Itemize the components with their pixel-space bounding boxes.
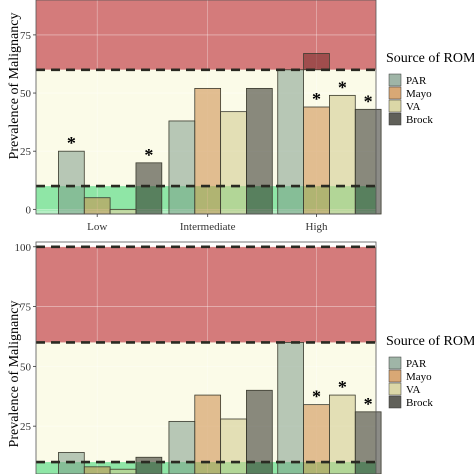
- bar-brock-high: [354, 108, 382, 215]
- legend-label-mayo: Mayo: [406, 371, 432, 383]
- high-risk-zone: [36, 246, 376, 343]
- bar-mayo-low: [83, 197, 111, 215]
- y-tick-label: 50: [20, 88, 32, 100]
- bar-par-high: [277, 69, 304, 215]
- significance-star: *: [144, 145, 153, 165]
- legend-swatch-brock: [388, 395, 402, 409]
- bar-brock-intermediate: [246, 389, 273, 474]
- legend-label-va: VA: [406, 101, 421, 113]
- bar-mayo-high: [303, 404, 330, 474]
- legend-label-brock: Brock: [406, 397, 433, 409]
- bar-brock-low: [135, 456, 163, 474]
- legend-label-mayo: Mayo: [406, 88, 432, 100]
- legend-swatch-mayo: [388, 86, 402, 100]
- bar-va-intermediate: [220, 111, 247, 215]
- bar-va-low: [109, 468, 137, 474]
- legend-swatch-va: [388, 382, 402, 396]
- x-tick-label: High: [306, 221, 329, 233]
- legend-swatch-par: [388, 356, 402, 370]
- bottom-y-axis-title: Prevalence of Malignancy: [7, 301, 22, 448]
- significance-star: *: [364, 91, 373, 111]
- significance-star: *: [338, 77, 347, 97]
- y-tick-label: 75: [20, 30, 32, 42]
- bottom-panel: * * * 25 50 75 100 Prevalence of Malignancy: [7, 241, 382, 474]
- legend-swatch-brock: [388, 112, 402, 126]
- legend-label-brock: Brock: [406, 114, 433, 126]
- bar-par-intermediate: [168, 120, 196, 215]
- significance-star: *: [312, 387, 321, 407]
- legend-label-par: PAR: [406, 75, 427, 87]
- bar-overlay-high: [303, 53, 330, 71]
- legend-swatch-mayo: [388, 369, 402, 383]
- bar-brock-intermediate: [246, 87, 273, 215]
- y-tick-label: 100: [15, 242, 32, 254]
- top-panel: * * * * * 0 25 50 75 Low Intermediate High Preval…: [7, 0, 382, 233]
- bar-brock-high: [354, 411, 382, 474]
- y-tick-label: 50: [20, 361, 32, 373]
- top-y-axis-title: Prevalence of Malignancy: [7, 13, 22, 160]
- bar-mayo-low: [83, 466, 111, 474]
- bar-mayo-intermediate: [194, 87, 222, 215]
- y-tick-label: 0: [26, 204, 32, 216]
- x-tick-label: Low: [87, 221, 107, 233]
- bar-va-low: [109, 208, 137, 215]
- legend-label-va: VA: [406, 384, 421, 396]
- legend-swatch-va: [388, 99, 402, 113]
- top-panel-frame: [35, 0, 377, 215]
- legend-label-par: PAR: [406, 358, 427, 370]
- y-tick-label: 25: [20, 421, 32, 433]
- bar-va-intermediate: [220, 418, 247, 474]
- bar-par-intermediate: [168, 420, 196, 474]
- significance-star: *: [338, 377, 347, 397]
- significance-star: *: [67, 133, 76, 153]
- top-legend-title: Source of ROM: [386, 51, 474, 66]
- bar-brock-low: [135, 162, 163, 215]
- significance-star: *: [364, 394, 373, 414]
- y-tick-label: 75: [20, 302, 32, 314]
- significance-star: *: [312, 89, 321, 109]
- x-tick-label: Intermediate: [180, 221, 236, 233]
- bottom-legend-title: Source of ROM: [386, 334, 474, 349]
- bottom-panel-frame: [35, 241, 377, 474]
- bar-mayo-high: [303, 106, 330, 215]
- bar-va-high: [329, 94, 356, 215]
- legend-swatch-par: [388, 73, 402, 87]
- bar-par-high: [277, 342, 304, 474]
- y-tick-label: 25: [20, 146, 32, 158]
- bar-par-low: [58, 150, 85, 215]
